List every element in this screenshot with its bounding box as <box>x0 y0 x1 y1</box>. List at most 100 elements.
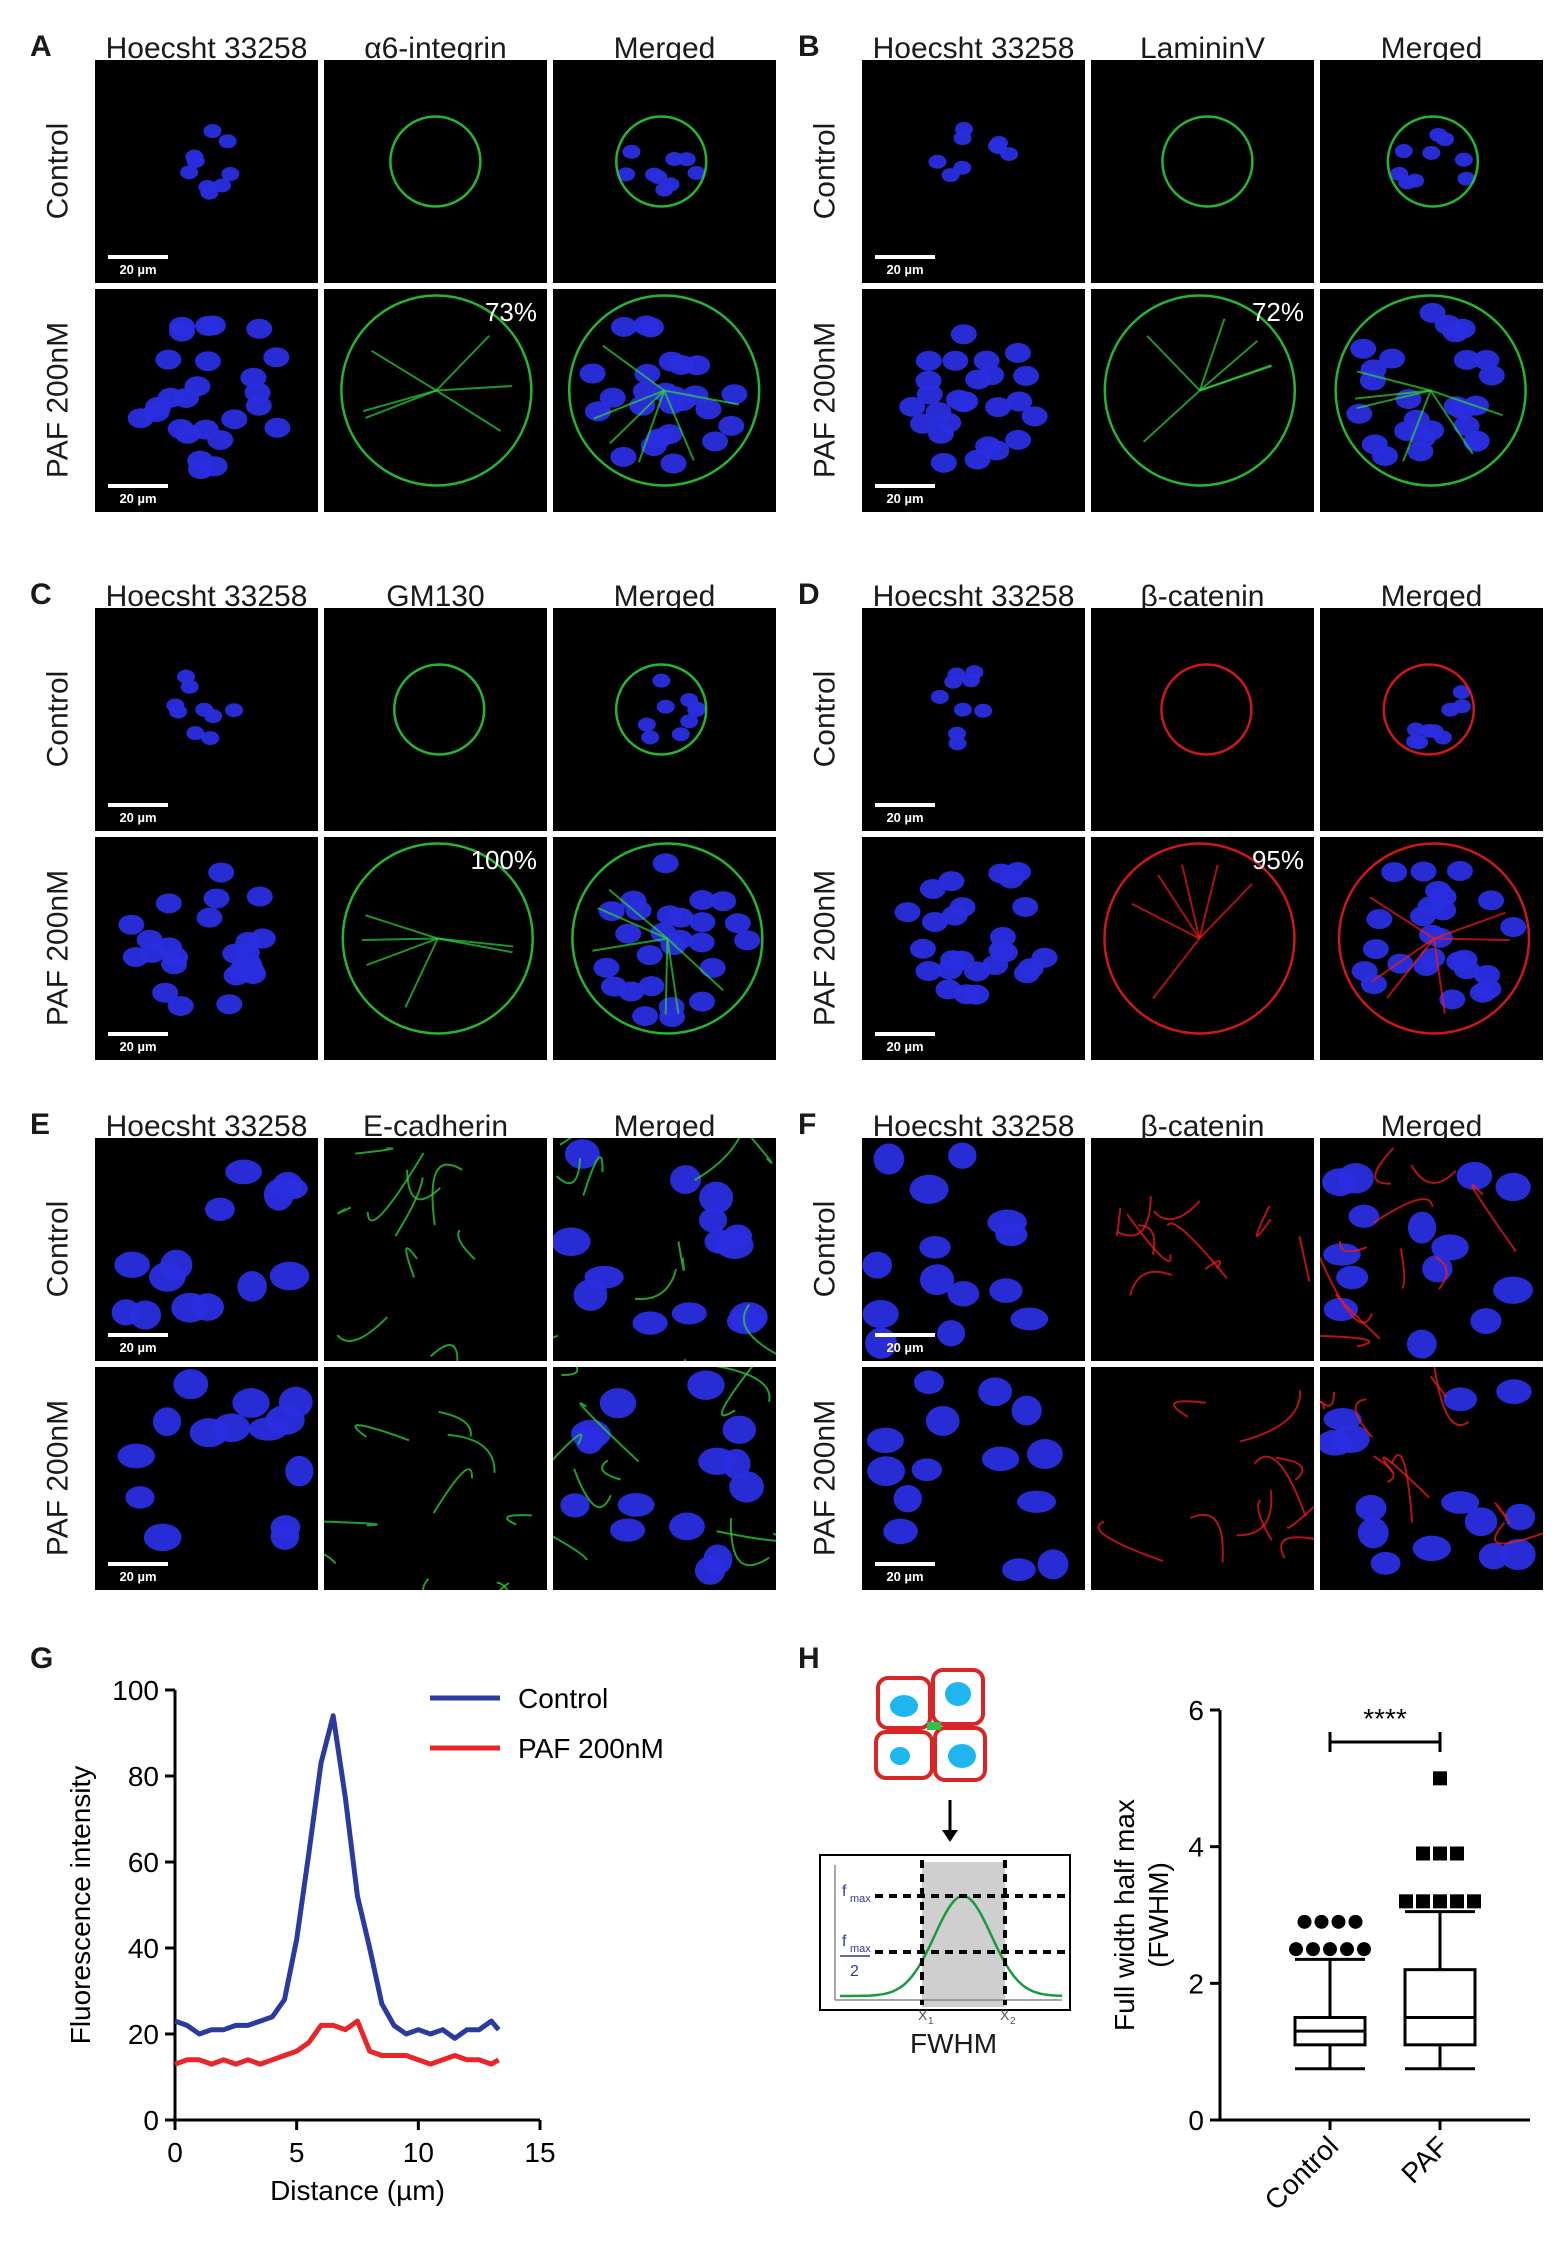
micrograph-a-r0-c1 <box>324 60 547 283</box>
percent-label-b: 72% <box>1251 297 1304 327</box>
scale-bar-line <box>875 1032 935 1036</box>
scale-bar-line <box>875 484 935 488</box>
scale-bar-line <box>108 484 168 488</box>
scale-bar-line <box>875 1562 935 1566</box>
panel-letter-b: B <box>798 30 820 63</box>
scale-bar-label: 20 µm <box>886 1569 924 1584</box>
scale-bar-label: 20 µm <box>119 1569 157 1584</box>
row-label-e-0: Control <box>41 1200 75 1297</box>
scale-bar: 20 µm <box>108 484 168 506</box>
outlier-0 <box>1289 1942 1303 1957</box>
micrograph-d-r1-c1: 95% <box>1091 837 1314 1060</box>
scale-bar-line <box>875 1333 935 1337</box>
scale-bar-line <box>108 255 168 259</box>
outlier-0 <box>1306 1942 1320 1957</box>
fmax-sub-label: max <box>850 1893 871 1905</box>
outlier-0 <box>1323 1942 1337 1957</box>
micrograph-b-r0-c1 <box>1091 60 1314 283</box>
y-tick-label: 6 <box>1188 1695 1204 1726</box>
column-label-a-0: Hoecsht 33258 <box>105 32 308 65</box>
y-tick-label: 20 <box>128 2019 159 2050</box>
micrograph-b-r1-c0: 20 µm <box>862 289 1085 512</box>
column-label-f-0: Hoecsht 33258 <box>872 1110 1075 1143</box>
scale-bar-line <box>108 1333 168 1337</box>
percent-label-a: 73% <box>484 297 537 327</box>
line-chart-g: 0 20 40 60 80 100 0 5 10 15 Distance (µm) Fluoresce… <box>65 1675 664 2206</box>
column-label-e-2: Merged <box>613 1110 716 1143</box>
x1-sub-label: 1 <box>928 2016 934 2027</box>
row-label-a-1: PAF 200nM <box>41 321 75 478</box>
micrograph-b-r0-c0: 20 µm <box>862 60 1085 283</box>
scale-bar-label: 20 µm <box>119 1340 157 1355</box>
outlier-1 <box>1467 1894 1481 1909</box>
scale-bar-line <box>875 255 935 259</box>
half-fmax-sub-label: max <box>850 1943 871 1955</box>
column-label-e-0: Hoecsht 33258 <box>105 1110 308 1143</box>
arrow-down-icon <box>942 1800 958 1842</box>
micrograph-e-r1-c1 <box>324 1367 547 1590</box>
percent-label-d: 95% <box>1251 845 1304 875</box>
scale-bar: 20 µm <box>108 1032 168 1054</box>
scale-bar: 20 µm <box>108 1562 168 1584</box>
micrograph-d-r1-c2 <box>1320 837 1543 1060</box>
panel-letter-c: C <box>30 578 52 611</box>
half-denominator: 2 <box>850 1963 859 1980</box>
row-label-d-0: Control <box>808 670 842 767</box>
micrograph-f-r1-c1 <box>1091 1367 1314 1590</box>
x-tick-label: 5 <box>289 2137 305 2168</box>
column-label-e-1: E-cadherin <box>362 1110 509 1143</box>
column-label-d-1: β-catenin <box>1140 580 1265 613</box>
micrograph-e-r0-c1 <box>324 1138 547 1361</box>
micrograph-a-r1-c1: 73% <box>324 289 547 512</box>
row-label-c-0: Control <box>41 670 75 767</box>
scale-bar-label: 20 µm <box>119 262 157 277</box>
micrograph-d-r0-c1 <box>1091 608 1314 831</box>
micrograph-c-r0-c2 <box>553 608 776 831</box>
y-tick-label: 40 <box>128 1933 159 1964</box>
outlier-1 <box>1416 1894 1430 1909</box>
scale-bar-line <box>108 1032 168 1036</box>
y-tick-label: 0 <box>143 2105 159 2136</box>
row-label-d-1: PAF 200nM <box>808 869 842 1026</box>
scale-bar: 20 µm <box>108 1333 168 1355</box>
scale-bar-label: 20 µm <box>886 1039 924 1054</box>
column-label-c-2: Merged <box>613 580 716 613</box>
outlier-0 <box>1340 1942 1354 1957</box>
row-label-c-1: PAF 200nM <box>41 869 75 1026</box>
scale-bar-label: 20 µm <box>886 1340 924 1355</box>
fwhm-schematic: f max f max 2 X 1 X 2 FWHM <box>819 1668 1071 2059</box>
micrograph-c-r0-c0: 20 µm <box>95 608 318 831</box>
outlier-1 <box>1450 1846 1464 1861</box>
fmax-label: f <box>842 1883 847 1900</box>
outlier-1 <box>1399 1894 1413 1909</box>
scale-bar-line <box>108 803 168 807</box>
micrograph-a-r1-c0: 20 µm <box>95 289 318 512</box>
y-axis-label: Full width half max (FWHM) <box>1109 1799 1174 2031</box>
series-line-1 <box>174 2018 500 2067</box>
column-label-b-1: LamininV <box>1139 32 1266 65</box>
scale-bar: 20 µm <box>108 255 168 277</box>
micrograph-b-r1-c2 <box>1320 289 1543 512</box>
series-line-0 <box>174 1713 501 2041</box>
scale-bar-label: 20 µm <box>119 810 157 825</box>
panel-letter-h: H <box>798 1642 820 1675</box>
micrograph-d-r0-c2 <box>1320 608 1543 831</box>
scale-bar: 20 µm <box>875 1032 935 1054</box>
x1-label: X <box>918 2007 928 2023</box>
scale-bar: 20 µm <box>875 255 935 277</box>
outlier-1 <box>1433 1846 1447 1861</box>
column-label-d-0: Hoecsht 33258 <box>872 580 1075 613</box>
scale-bar-line <box>108 1562 168 1566</box>
panel-letter-f: F <box>798 1108 817 1141</box>
y-tick-label: 2 <box>1188 1968 1204 1999</box>
cell-cluster-icon <box>874 1668 987 1782</box>
y-tick-label: 100 <box>112 1675 159 1706</box>
y-tick-label: 80 <box>128 1761 159 1792</box>
micrograph-f-r0-c2 <box>1320 1138 1543 1361</box>
scale-bar: 20 µm <box>108 803 168 825</box>
scale-bar: 20 µm <box>875 1333 935 1355</box>
outlier-0 <box>1348 1914 1363 1929</box>
micrograph-c-r1-c0: 20 µm <box>95 837 318 1060</box>
micrograph-e-r1-c2 <box>553 1367 776 1590</box>
x-tick-label: 10 <box>403 2137 434 2168</box>
